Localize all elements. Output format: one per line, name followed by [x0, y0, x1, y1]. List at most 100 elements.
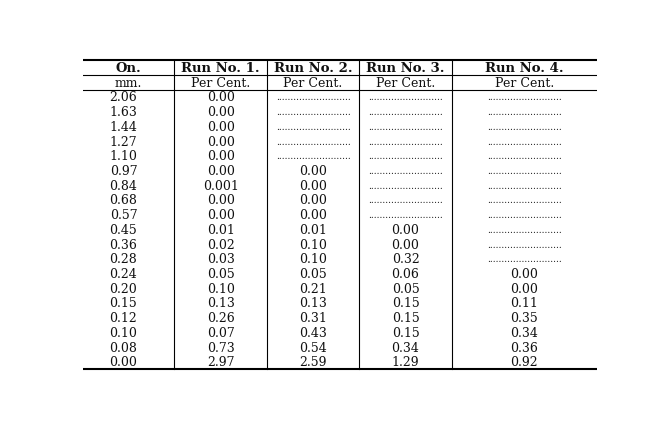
Text: 0.34: 0.34	[392, 341, 420, 354]
Text: 0.84: 0.84	[109, 179, 137, 192]
Text: ..........................: ..........................	[368, 108, 443, 117]
Text: 0.00: 0.00	[299, 164, 327, 178]
Text: 0.00: 0.00	[511, 268, 538, 280]
Text: 0.36: 0.36	[511, 341, 538, 354]
Text: 1.44: 1.44	[109, 121, 137, 133]
Text: 0.00: 0.00	[207, 209, 235, 222]
Text: Per Cent.: Per Cent.	[376, 77, 435, 89]
Text: 0.08: 0.08	[109, 341, 137, 354]
Text: 0.43: 0.43	[299, 326, 327, 339]
Text: Run No. 1.: Run No. 1.	[181, 62, 260, 75]
Text: ..........................: ..........................	[487, 196, 562, 205]
Text: 0.00: 0.00	[207, 150, 235, 163]
Text: 0.10: 0.10	[109, 326, 137, 339]
Text: 0.57: 0.57	[109, 209, 137, 222]
Text: 0.97: 0.97	[109, 164, 137, 178]
Text: 0.21: 0.21	[299, 282, 327, 295]
Text: 0.01: 0.01	[299, 223, 327, 236]
Text: 0.15: 0.15	[392, 311, 420, 324]
Text: 0.00: 0.00	[392, 223, 420, 236]
Text: 0.00: 0.00	[207, 194, 235, 207]
Text: ..........................: ..........................	[276, 108, 351, 117]
Text: ..........................: ..........................	[487, 123, 562, 132]
Text: 1.10: 1.10	[109, 150, 137, 163]
Text: Per Cent.: Per Cent.	[191, 77, 250, 89]
Text: 0.00: 0.00	[207, 135, 235, 148]
Text: 0.35: 0.35	[511, 311, 538, 324]
Text: 0.00: 0.00	[207, 106, 235, 119]
Text: 1.27: 1.27	[109, 135, 137, 148]
Text: 2.59: 2.59	[299, 355, 327, 368]
Text: 0.11: 0.11	[511, 297, 538, 310]
Text: ..........................: ..........................	[487, 181, 562, 190]
Text: Per Cent.: Per Cent.	[284, 77, 343, 89]
Text: 0.28: 0.28	[109, 253, 137, 266]
Text: 0.00: 0.00	[299, 179, 327, 192]
Text: 0.68: 0.68	[109, 194, 137, 207]
Text: 0.001: 0.001	[203, 179, 239, 192]
Text: 0.31: 0.31	[299, 311, 327, 324]
Text: 0.13: 0.13	[299, 297, 327, 310]
Text: ..........................: ..........................	[487, 210, 562, 220]
Text: 0.03: 0.03	[207, 253, 235, 266]
Text: 0.00: 0.00	[109, 355, 137, 368]
Text: Run No. 3.: Run No. 3.	[366, 62, 445, 75]
Text: 0.45: 0.45	[109, 223, 137, 236]
Text: 0.32: 0.32	[392, 253, 420, 266]
Text: 0.05: 0.05	[392, 282, 420, 295]
Text: 0.05: 0.05	[207, 268, 235, 280]
Text: 0.15: 0.15	[392, 297, 420, 310]
Text: ..........................: ..........................	[487, 93, 562, 102]
Text: On.: On.	[116, 62, 141, 75]
Text: 0.26: 0.26	[207, 311, 235, 324]
Text: 0.00: 0.00	[207, 164, 235, 178]
Text: ..........................: ..........................	[368, 123, 443, 132]
Text: 0.00: 0.00	[299, 209, 327, 222]
Text: 0.12: 0.12	[109, 311, 137, 324]
Text: 0.00: 0.00	[511, 282, 538, 295]
Text: ..........................: ..........................	[276, 123, 351, 132]
Text: ..........................: ..........................	[487, 108, 562, 117]
Text: 0.00: 0.00	[207, 91, 235, 104]
Text: 0.05: 0.05	[299, 268, 327, 280]
Text: ..........................: ..........................	[487, 225, 562, 234]
Text: 0.02: 0.02	[207, 238, 235, 251]
Text: ..........................: ..........................	[368, 93, 443, 102]
Text: Run No. 4.: Run No. 4.	[485, 62, 564, 75]
Text: 0.13: 0.13	[207, 297, 235, 310]
Text: 0.54: 0.54	[299, 341, 327, 354]
Text: ..........................: ..........................	[368, 181, 443, 190]
Text: 0.00: 0.00	[299, 194, 327, 207]
Text: 0.10: 0.10	[299, 253, 327, 266]
Text: ..........................: ..........................	[368, 210, 443, 220]
Text: mm.: mm.	[115, 77, 143, 89]
Text: ..........................: ..........................	[276, 152, 351, 161]
Text: 0.00: 0.00	[392, 238, 420, 251]
Text: ..........................: ..........................	[276, 137, 351, 146]
Text: 0.24: 0.24	[109, 268, 137, 280]
Text: Per Cent.: Per Cent.	[495, 77, 554, 89]
Text: ..........................: ..........................	[368, 152, 443, 161]
Text: 0.06: 0.06	[392, 268, 420, 280]
Text: ..........................: ..........................	[368, 167, 443, 176]
Text: ..........................: ..........................	[487, 152, 562, 161]
Text: 0.10: 0.10	[207, 282, 235, 295]
Text: ..........................: ..........................	[487, 255, 562, 264]
Text: 2.97: 2.97	[207, 355, 234, 368]
Text: 0.15: 0.15	[392, 326, 420, 339]
Text: 0.07: 0.07	[207, 326, 235, 339]
Text: 1.63: 1.63	[109, 106, 137, 119]
Text: 2.06: 2.06	[109, 91, 137, 104]
Text: ..........................: ..........................	[368, 196, 443, 205]
Text: ..........................: ..........................	[487, 240, 562, 249]
Text: ..........................: ..........................	[276, 93, 351, 102]
Text: ..........................: ..........................	[368, 137, 443, 146]
Text: 1.29: 1.29	[392, 355, 420, 368]
Text: 0.36: 0.36	[109, 238, 137, 251]
Text: ..........................: ..........................	[487, 167, 562, 176]
Text: 0.00: 0.00	[207, 121, 235, 133]
Text: 0.10: 0.10	[299, 238, 327, 251]
Text: 0.34: 0.34	[511, 326, 538, 339]
Text: 0.73: 0.73	[207, 341, 235, 354]
Text: 0.92: 0.92	[511, 355, 538, 368]
